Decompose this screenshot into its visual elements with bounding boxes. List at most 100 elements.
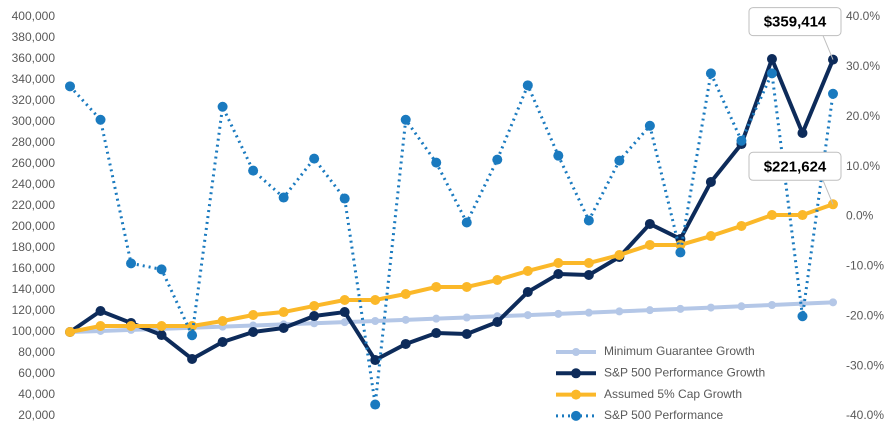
data-point: [797, 311, 808, 322]
y2-tick-label: -30.0%: [846, 358, 884, 372]
data-point: [309, 153, 320, 164]
y2-tick-label: 30.0%: [846, 59, 880, 73]
data-point: [95, 321, 106, 332]
legend-marker: [571, 389, 581, 400]
y-tick-label: 280,000: [12, 135, 56, 149]
data-point: [431, 328, 442, 339]
y2-tick-label: -20.0%: [846, 308, 884, 322]
y2-tick-label: -40.0%: [846, 408, 884, 422]
data-point: [583, 269, 594, 280]
data-point: [400, 114, 411, 125]
y-tick-label: 260,000: [12, 156, 56, 170]
data-point: [614, 250, 625, 261]
data-point: [829, 298, 837, 307]
data-point: [65, 327, 75, 337]
data-point: [126, 321, 137, 332]
data-point: [462, 313, 471, 322]
y2-tick-label: 10.0%: [846, 159, 880, 173]
data-point: [615, 307, 624, 316]
data-point: [767, 300, 776, 309]
data-point: [797, 210, 808, 221]
y-tick-label: 100,000: [12, 324, 56, 338]
data-point: [766, 210, 777, 221]
data-point: [461, 281, 472, 292]
series-line: [69, 202, 834, 334]
data-point: [432, 314, 441, 323]
data-point: [309, 311, 320, 322]
data-point: [492, 317, 503, 328]
y-tick-label: 200,000: [12, 219, 56, 233]
data-point: [370, 294, 381, 305]
data-point: [400, 288, 411, 299]
y-tick-label: 120,000: [12, 303, 56, 317]
data-point: [705, 68, 716, 79]
data-point: [461, 217, 472, 228]
data-point: [156, 264, 167, 275]
data-point: [614, 155, 625, 166]
y2-tick-label: 40.0%: [846, 9, 880, 23]
data-point: [553, 258, 564, 269]
data-point: [217, 336, 228, 347]
data-point: [675, 247, 686, 258]
data-point: [95, 114, 106, 125]
data-point: [278, 192, 289, 203]
callout-pointer: [822, 35, 834, 60]
data-point: [278, 323, 289, 334]
data-point: [309, 300, 320, 311]
data-point: [736, 135, 747, 146]
data-point: [65, 81, 75, 92]
y-tick-label: 380,000: [12, 30, 56, 44]
callout-box: [748, 7, 842, 37]
data-point: [126, 258, 137, 269]
value-label: $359,414: [764, 14, 827, 31]
data-point: [522, 80, 533, 91]
series-line: [68, 57, 835, 363]
data-point: [187, 330, 198, 341]
data-point: [156, 330, 167, 341]
data-point: [523, 311, 532, 320]
data-point: [645, 306, 654, 315]
y-tick-label: 80,000: [18, 345, 55, 359]
data-point: [310, 319, 319, 328]
y2-tick-label: -10.0%: [846, 259, 884, 273]
y-tick-label: 400,000: [12, 9, 56, 23]
data-point: [278, 307, 289, 318]
y-tick-label: 40,000: [18, 387, 55, 401]
data-point: [492, 275, 503, 286]
data-point: [766, 54, 777, 64]
data-point: [644, 239, 655, 250]
data-point: [217, 315, 228, 326]
data-point: [736, 220, 747, 231]
y-tick-label: 160,000: [12, 261, 56, 275]
legend-marker: [572, 348, 580, 356]
data-point: [340, 318, 349, 327]
data-point: [156, 321, 167, 332]
data-point: [400, 338, 411, 349]
data-point: [95, 306, 106, 316]
y-tick-label: 300,000: [12, 114, 56, 128]
data-point: [644, 120, 655, 131]
data-point: [644, 218, 655, 229]
legend-label: S&P 500 Performance Growth: [604, 365, 765, 379]
data-point: [371, 317, 380, 326]
data-point: [584, 308, 593, 317]
y2-tick-label: 0.0%: [846, 209, 874, 223]
data-point: [248, 165, 259, 176]
value-label: $221,624: [764, 158, 827, 175]
data-point: [339, 193, 350, 204]
data-point: [553, 150, 564, 161]
legend-marker: [571, 410, 581, 421]
data-point: [522, 286, 533, 297]
y-tick-label: 340,000: [12, 72, 56, 86]
data-point: [705, 231, 716, 242]
data-point: [248, 327, 259, 337]
y-tick-label: 140,000: [12, 282, 56, 296]
data-point: [461, 328, 472, 339]
data-point: [339, 294, 350, 305]
data-point: [676, 304, 685, 313]
data-point: [431, 157, 442, 168]
data-point: [248, 309, 259, 320]
legend-marker: [571, 368, 581, 379]
data-point: [706, 303, 715, 312]
